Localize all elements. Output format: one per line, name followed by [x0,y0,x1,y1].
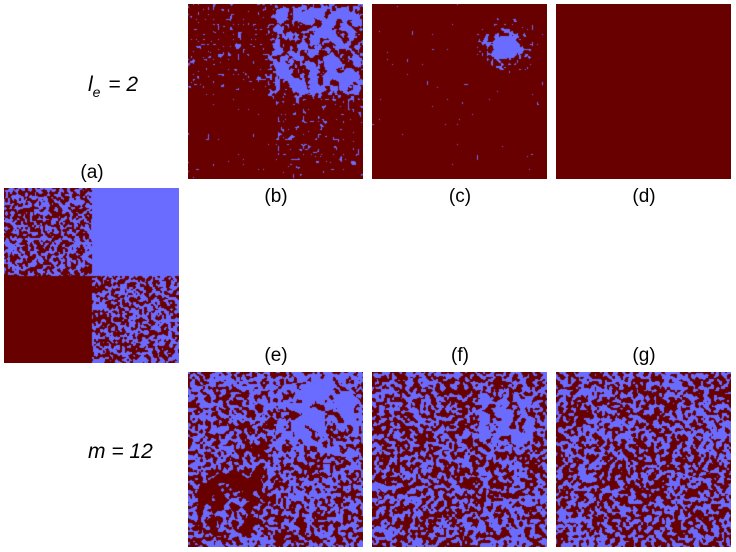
panel-c [372,4,547,179]
panel-label-e: (e) [264,345,288,366]
panel-a [4,188,179,363]
panel-d [556,4,731,179]
row-label-top-main: l [88,73,93,96]
panel-e [188,372,363,547]
panel-label-f: (f) [451,345,469,366]
row-label-bottom: m = 12 [88,440,153,463]
panel-f [372,372,547,547]
panel-label-g: (g) [632,345,656,366]
row-label-top-rest: = 2 [102,73,139,96]
row-label-top-sub: e [92,84,101,100]
panel-b [188,4,363,179]
panel-label-d: (d) [632,186,656,207]
panel-label-b: (b) [264,186,288,207]
row-label-top: le = 2 [88,73,138,104]
panel-label-a: (a) [80,162,104,183]
panel-g [556,372,731,547]
panel-label-c: (c) [448,186,472,207]
